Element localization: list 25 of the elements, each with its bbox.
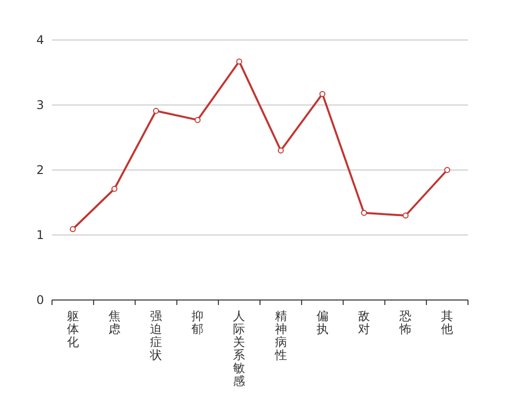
x-tick-label: 敌对 [358,309,370,336]
x-tick-label: 恐怖 [398,309,412,336]
x-tick-label: 偏执 [316,309,328,336]
x-tick-label: 其他 [441,309,454,336]
point [444,167,450,173]
point [236,58,242,64]
point [153,108,159,114]
y-tick-label: 2 [36,163,44,177]
point [319,90,326,97]
x-tick-label: 躯体化 [66,309,79,349]
x-tick-label: 人际关系敏感 [233,309,246,388]
x-tick-label: 强迫症状 [149,309,162,362]
point [278,148,284,154]
point [402,212,409,218]
x-tick-label: 抑郁 [192,309,204,336]
point [361,210,367,216]
x-tick-label: 精神病性 [274,309,287,362]
x-tick-label: 焦虑 [108,309,120,336]
point [194,116,201,123]
y-tick-label: 3 [36,98,44,112]
y-tick-label: 1 [36,228,44,242]
y-tick-label: 0 [36,293,44,307]
y-tick-label: 4 [36,33,44,47]
point [70,226,76,232]
point [111,186,118,192]
